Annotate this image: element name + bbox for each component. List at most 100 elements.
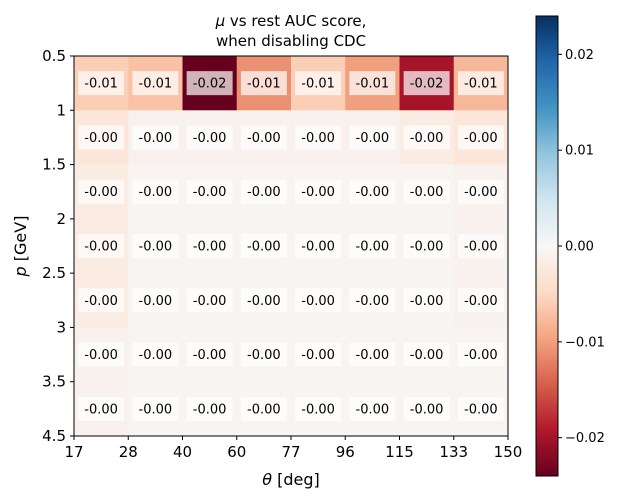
y-tick-label: 3.5 bbox=[42, 373, 66, 391]
cell-value-label: -0.00 bbox=[410, 131, 444, 146]
cell-value-label: -0.00 bbox=[410, 294, 444, 309]
cell-value-label: -0.00 bbox=[193, 131, 227, 146]
cell-value-label: -0.00 bbox=[139, 185, 173, 200]
cell-label-box bbox=[457, 396, 504, 421]
cell-value-label: -0.00 bbox=[139, 294, 173, 309]
cell-value-label: -0.01 bbox=[464, 77, 498, 92]
cell-value-label: -0.00 bbox=[193, 402, 227, 417]
cell-label-box bbox=[186, 71, 233, 96]
cell-label-box bbox=[295, 288, 342, 313]
cell-label-box bbox=[240, 179, 287, 204]
cell-label-box bbox=[186, 179, 233, 204]
cell-value-label: -0.01 bbox=[139, 77, 173, 92]
cell-label-box bbox=[78, 179, 125, 204]
cell-label-box bbox=[240, 342, 287, 367]
cell-label-box bbox=[457, 125, 504, 150]
cell-label-box bbox=[132, 396, 179, 421]
colorbar-tick-label: 0.00 bbox=[565, 240, 594, 255]
cell-label-box bbox=[403, 179, 450, 204]
x-tick-label: 17 bbox=[64, 443, 83, 461]
x-tick-label: 133 bbox=[439, 443, 468, 461]
cell-value-label: -0.00 bbox=[410, 185, 444, 200]
cell-value-label: -0.01 bbox=[356, 77, 390, 92]
cell-value-label: -0.00 bbox=[84, 185, 118, 200]
cell-label-box bbox=[132, 234, 179, 258]
cell-value-label: -0.00 bbox=[193, 185, 227, 200]
cell-label-box bbox=[403, 71, 450, 96]
y-tick-label: 2.5 bbox=[42, 264, 66, 282]
colorbar-tick-label: 0.01 bbox=[565, 144, 594, 159]
cell-label-box bbox=[132, 71, 179, 96]
cell-label-box bbox=[78, 288, 125, 313]
cell-label-box bbox=[403, 342, 450, 367]
cell-label-box bbox=[240, 234, 287, 258]
cell-label-box bbox=[240, 288, 287, 313]
cell-value-label: -0.01 bbox=[84, 77, 118, 92]
cell-label-box bbox=[186, 234, 233, 258]
cell-label-box bbox=[186, 342, 233, 367]
cell-value-label: -0.00 bbox=[464, 348, 498, 363]
cell-label-box bbox=[349, 342, 396, 367]
cell-label-box bbox=[132, 342, 179, 367]
cell-value-label: -0.00 bbox=[247, 131, 281, 146]
y-tick-label: 0.5 bbox=[42, 47, 66, 65]
cell-value-label: -0.00 bbox=[301, 294, 335, 309]
cell-label-box bbox=[78, 234, 125, 258]
cell-label-box bbox=[457, 71, 504, 96]
cell-value-label: -0.00 bbox=[464, 240, 498, 255]
cell-value-label: -0.00 bbox=[356, 131, 390, 146]
cell-value-label: -0.00 bbox=[193, 348, 227, 363]
x-tick-label: 77 bbox=[281, 443, 300, 461]
cell-value-label: -0.00 bbox=[464, 402, 498, 417]
cell-value-label: -0.00 bbox=[301, 185, 335, 200]
x-tick-label: 40 bbox=[173, 443, 192, 461]
x-tick-label: 28 bbox=[119, 443, 138, 461]
y-tick-label: 1.5 bbox=[42, 156, 66, 174]
cell-value-label: -0.00 bbox=[410, 348, 444, 363]
cell-value-label: -0.00 bbox=[139, 240, 173, 255]
cell-label-box bbox=[132, 288, 179, 313]
chart-title-line-2: when disabling CDC bbox=[216, 32, 366, 50]
y-tick-label: 3 bbox=[56, 318, 66, 336]
cell-value-label: -0.00 bbox=[193, 294, 227, 309]
cell-value-label: -0.00 bbox=[301, 348, 335, 363]
cell-value-label: -0.00 bbox=[84, 348, 118, 363]
y-axis: 0.5 1 1.5 2 2.5 3 3.5 4.5 bbox=[42, 47, 74, 445]
cell-value-label: -0.00 bbox=[247, 348, 281, 363]
cell-label-box bbox=[295, 342, 342, 367]
cell-label-box bbox=[132, 125, 179, 150]
cell-value-label: -0.00 bbox=[464, 131, 498, 146]
cell-label-box bbox=[240, 396, 287, 421]
cell-value-label: -0.00 bbox=[247, 402, 281, 417]
heatmap-cell-labels: -0.01 -0.01 -0.02 -0.01 -0.01 -0.01 -0.02 -0.01… bbox=[78, 71, 504, 421]
cell-value-label: -0.00 bbox=[301, 131, 335, 146]
cell-value-label: -0.01 bbox=[247, 77, 281, 92]
x-axis: 17 28 40 60 77 96 115 133 150 bbox=[64, 436, 522, 461]
cell-label-box bbox=[457, 342, 504, 367]
cell-label-box bbox=[349, 396, 396, 421]
y-tick-label: 4.5 bbox=[42, 427, 66, 445]
cell-value-label: -0.00 bbox=[356, 240, 390, 255]
cell-value-label: -0.00 bbox=[356, 294, 390, 309]
cell-label-box bbox=[186, 396, 233, 421]
cell-label-box bbox=[132, 179, 179, 204]
cell-value-label: -0.00 bbox=[84, 240, 118, 255]
x-tick-label: 150 bbox=[494, 443, 523, 461]
cell-label-box bbox=[295, 125, 342, 150]
cell-label-box bbox=[295, 71, 342, 96]
colorbar bbox=[535, 15, 559, 477]
colorbar-ticks: −0.02 −0.01 0.00 0.01 0.02 bbox=[558, 48, 605, 446]
cell-label-box bbox=[349, 71, 396, 96]
cell-label-box bbox=[186, 288, 233, 313]
cell-value-label: -0.00 bbox=[410, 402, 444, 417]
cell-value-label: -0.00 bbox=[84, 131, 118, 146]
y-tick-label: 1 bbox=[56, 101, 66, 119]
cell-value-label: -0.00 bbox=[356, 402, 390, 417]
x-axis-label: θ [deg] bbox=[262, 470, 320, 489]
cell-label-box bbox=[349, 234, 396, 258]
cell-label-box bbox=[457, 288, 504, 313]
cell-value-label: -0.00 bbox=[464, 185, 498, 200]
x-tick-label: 115 bbox=[385, 443, 414, 461]
cell-label-box bbox=[349, 179, 396, 204]
cell-label-box bbox=[240, 125, 287, 150]
